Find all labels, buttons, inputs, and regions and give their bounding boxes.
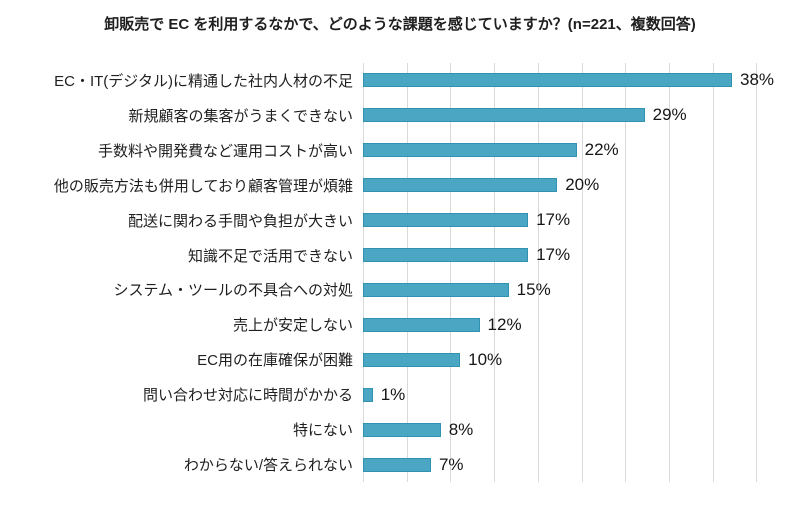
gridline [494,63,496,482]
gridline [581,63,583,482]
bar-area: 12% [363,307,800,342]
bar [363,282,509,297]
value-label: 1% [380,384,406,404]
category-label: 新規顧客の集客がうまくできない [128,107,353,125]
bar-row: 他の販売方法も併用しており顧客管理が煩雑 20% [0,168,800,203]
category-label: 配送に関わる手間や負担が大きい [127,212,353,230]
value-label: 7% [438,454,464,474]
category-label: 売上が安定しない [232,317,353,335]
bar-area: 17% [363,203,800,238]
bar [363,317,480,332]
bar-area: 15% [363,273,800,308]
bar [363,143,577,158]
gridline [756,63,758,482]
gridline [537,63,539,482]
value-label: 22% [584,140,619,160]
bar [363,178,558,193]
bar-area: 7% [363,447,800,482]
gridline [712,63,714,482]
bar-area: 8% [363,412,800,447]
bar-area: 17% [363,238,800,273]
category-label: 特にない [292,422,353,440]
bar-row: EC用の在庫確保が困難 10% [0,342,800,377]
category-label: EC用の在庫確保が困難 [197,352,353,370]
value-label: 12% [487,314,522,334]
bar-area: 22% [363,133,800,168]
value-label: 29% [652,105,687,125]
value-label: 17% [536,245,571,265]
gridline [625,63,627,482]
bar-area: 29% [363,98,800,133]
bar [363,213,529,228]
gridlines [363,63,800,482]
category-label: 知識不足で活用できない [187,247,353,265]
bar [363,108,645,123]
bar-row: 手数料や開発費など運用コストが高い 22% [0,133,800,168]
bar-row: 売上が安定しない 12% [0,307,800,342]
bar-area: 1% [363,377,800,412]
bar-row: システム・ツールの不具合への対処 15% [0,273,800,308]
bar [363,457,431,472]
bar-area: 38% [363,63,800,98]
category-label: システム・ツールの不具合への対処 [113,282,353,300]
value-label: 10% [468,349,503,369]
value-label: 20% [565,175,600,195]
category-label: 他の販売方法も併用しており顧客管理が煩雑 [53,177,353,195]
bar [363,73,733,88]
bar-row: 配送に関わる手間や負担が大きい 17% [0,203,800,238]
value-label: 8% [448,419,474,439]
value-label: 38% [740,70,775,90]
category-label: EC・IT(デジタル)に精通した社内人材の不足 [54,72,353,90]
bar-row: 特にない 8% [0,412,800,447]
bar-area: 10% [363,342,800,377]
bar-row: EC・IT(デジタル)に精通した社内人材の不足 38% [0,63,800,98]
bar-rows: EC・IT(デジタル)に精通した社内人材の不足 38% 新規顧客の集客がうまくできな… [0,63,800,482]
gridline [363,63,364,482]
category-label: わからない/答えられない [183,457,353,475]
bar [363,422,441,437]
bar-row: わからない/答えられない 7% [0,447,800,482]
gridline [406,63,408,482]
bar-row: 新規顧客の集客がうまくできない 29% [0,98,800,133]
bar [363,248,529,263]
gridline [450,63,452,482]
bar [363,352,461,367]
bar [363,387,373,402]
bar-row: 問い合わせ対応に時間がかかる 1% [0,377,800,412]
chart-title: 卸販売で EC を利用するなかで、どのような課題を感じていますか？(n=221、… [104,16,696,33]
bar-row: 知識不足で活用できない 17% [0,238,800,273]
value-label: 17% [536,210,571,230]
bar-area: 20% [363,168,800,203]
value-label: 15% [516,279,551,299]
category-label: 手数料や開発費など運用コストが高い [97,142,353,160]
category-label: 問い合わせ対応に時間がかかる [142,387,353,405]
gridline [668,63,670,482]
